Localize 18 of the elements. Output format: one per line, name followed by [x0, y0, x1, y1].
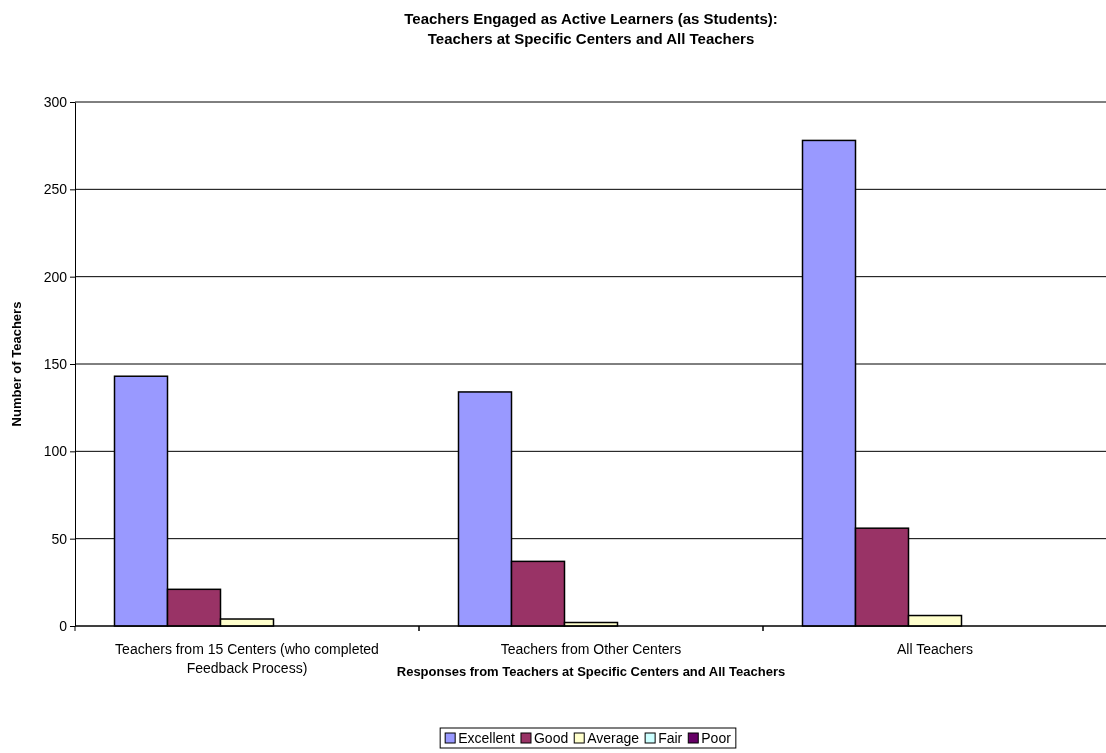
legend-label: Poor [701, 730, 732, 746]
y-tick-label: 150 [43, 355, 68, 372]
y-tick-label: 200 [43, 268, 68, 285]
legend-label: Good [533, 730, 569, 746]
x-tick-label: Teachers from 15 Centers (who completed Feedback Process) [115, 641, 379, 676]
y-tick-label: 300 [43, 93, 68, 110]
legend-label: Excellent [458, 730, 516, 746]
chart-title: Teachers Engaged as Active Learners (as Students): Teachers at Specific Centers and All Teachers [404, 10, 778, 47]
legend-label: Average [587, 730, 640, 746]
x-tick-label: All Teachers [896, 641, 974, 657]
x-axis-title: Responses from Teachers at Specific Centers and All Teachers [396, 664, 786, 679]
y-tick-label: 250 [43, 181, 68, 198]
y-tick-label: 50 [51, 530, 68, 547]
y-axis-title: Number of Teachers [9, 301, 24, 427]
x-tick-label: Teachers from Other Centers [500, 641, 682, 657]
y-tick-label: 100 [43, 443, 68, 460]
y-tick-label: 0 [59, 617, 68, 634]
legend-label: Fair [658, 730, 683, 746]
